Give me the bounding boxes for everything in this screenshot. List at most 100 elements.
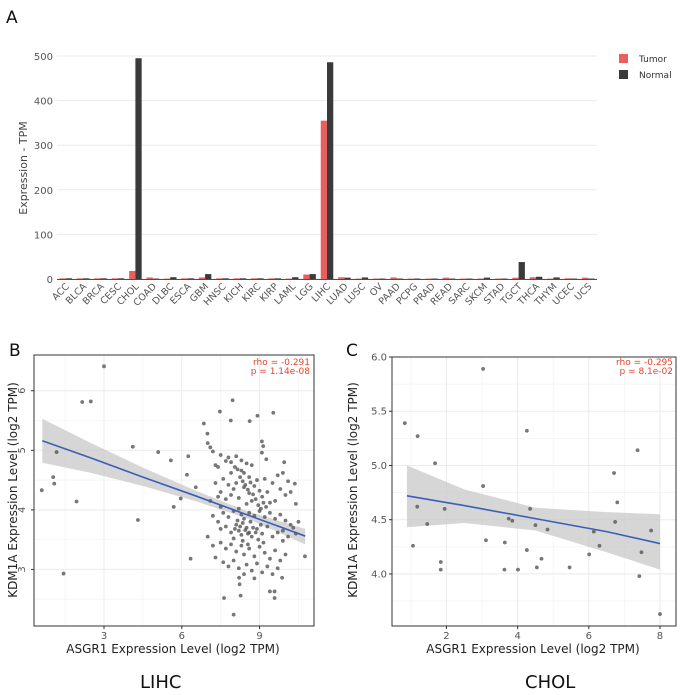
data-point [502, 567, 507, 572]
data-point [438, 560, 443, 564]
bar-normal [483, 277, 491, 279]
data-point [186, 454, 191, 459]
data-point [524, 428, 529, 433]
y-axis-label: Expression - TPM [17, 121, 30, 215]
x-tick-label: 4 [514, 631, 520, 642]
data-point [218, 490, 223, 494]
x-tick-label: 2 [443, 631, 449, 642]
bar-normal [187, 278, 194, 279]
data-point [130, 444, 135, 449]
bar-normal [239, 278, 247, 279]
data-point [221, 476, 226, 481]
data-point [216, 519, 220, 524]
y-tick-label: 6 [17, 388, 28, 394]
plot-border [33, 354, 315, 627]
regression-line [42, 440, 306, 537]
data-point [61, 571, 66, 576]
data-point [251, 492, 255, 497]
y-tick-labels: 0 100 200 300 400 500 [34, 52, 53, 286]
data-point [258, 522, 263, 527]
data-point [270, 534, 275, 539]
data-point [240, 479, 245, 484]
data-point [237, 582, 242, 587]
y-tick-label: 4.5 [371, 515, 387, 526]
x-tick-label: 6 [586, 631, 592, 642]
data-point [236, 506, 241, 511]
data-point [244, 502, 249, 506]
data-point [239, 532, 244, 537]
confidence-band-area [42, 418, 306, 545]
data-point [80, 400, 85, 404]
data-point [438, 567, 443, 572]
data-point [234, 522, 239, 527]
data-point [256, 537, 261, 542]
bars [57, 58, 597, 280]
x-tick-label: 8 [657, 631, 663, 642]
bar-tumor [320, 120, 327, 279]
bar-normal [100, 278, 107, 279]
data-point [242, 572, 246, 577]
data-point [210, 513, 215, 518]
bar-tumor [76, 278, 84, 279]
regression-line [406, 495, 661, 545]
data-point [280, 528, 285, 533]
y-tick-labels: 4.0 4.5 5.0 5.5 6.0 [371, 353, 392, 580]
data-point [539, 556, 544, 561]
data-point [247, 491, 252, 496]
data-point [54, 450, 59, 454]
data-point [433, 461, 437, 466]
legend-label-normal: Normal [639, 71, 672, 81]
data-point [291, 525, 296, 530]
data-point [260, 531, 265, 536]
data-point [286, 479, 290, 484]
data-point [252, 554, 257, 559]
data-point [242, 471, 246, 475]
data-point [288, 490, 293, 494]
y-tick-label: 200 [34, 186, 53, 197]
data-point [193, 485, 198, 490]
data-point [268, 556, 272, 561]
data-point [265, 490, 270, 494]
data-point [231, 487, 236, 491]
data-point [247, 419, 252, 424]
bar-normal [222, 278, 229, 279]
x-tick-labels: 2 4 6 8 [443, 626, 663, 642]
data-point [252, 484, 257, 488]
data-point [247, 546, 252, 551]
data-point [243, 528, 248, 533]
data-point [283, 518, 288, 523]
data-point [587, 552, 592, 557]
bar-normal [83, 278, 90, 279]
y-tick-label: 4.0 [371, 569, 387, 580]
data-point [234, 549, 239, 554]
data-point [229, 530, 233, 535]
data-point [252, 576, 257, 581]
bar-normal [274, 278, 282, 279]
points [402, 367, 662, 616]
data-point [249, 568, 254, 573]
points [39, 364, 307, 617]
y-tick-label: 100 [34, 230, 53, 241]
data-point [658, 612, 662, 616]
data-point [226, 482, 231, 487]
bar-normal [309, 274, 316, 279]
data-point [613, 519, 618, 524]
bar-tumor [442, 277, 449, 279]
data-point [239, 458, 244, 463]
legend-swatch-normal [619, 70, 628, 79]
data-point [258, 506, 263, 511]
data-point [238, 593, 243, 598]
data-point [223, 524, 228, 529]
bar-tumor [233, 278, 240, 279]
data-point [273, 499, 278, 503]
data-point [425, 522, 430, 526]
data-point [260, 494, 265, 499]
data-point [221, 510, 226, 515]
data-point [178, 496, 183, 501]
y-axis-label: KDM1A Expression Level (log2 TPM) [6, 382, 20, 598]
data-point [528, 506, 532, 511]
data-point [282, 460, 287, 465]
x-tick-label: UCS [573, 281, 595, 303]
x-tick-label: 3 [101, 631, 107, 642]
data-point [168, 458, 173, 463]
